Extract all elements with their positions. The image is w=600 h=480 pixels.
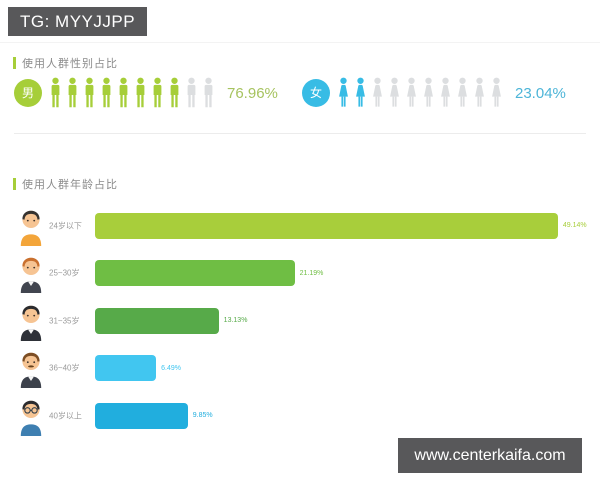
age-row: 40岁以上 9.85% — [0, 392, 600, 440]
female-icons — [337, 74, 503, 112]
female-badge: 女 — [302, 79, 330, 107]
gender-section-title-text: 使用人群性别占比 — [22, 58, 118, 70]
avatar-31-35-icon — [15, 301, 47, 341]
age-group-label: 36~40岁 — [49, 363, 80, 373]
male-person-icon — [117, 74, 130, 112]
age-percent: 49.14% — [562, 222, 587, 230]
section-marker-icon — [13, 178, 16, 190]
age-bar — [95, 307, 219, 334]
age-group-label: 31~35岁 — [49, 316, 80, 326]
gender-section-title: 使用人群性别占比 — [13, 55, 118, 71]
age-percent: 21.19% — [299, 269, 324, 277]
female-person-icon — [439, 74, 452, 112]
avatar-over-40-icon — [15, 396, 47, 436]
male-badge: 男 — [14, 79, 42, 107]
age-row: 24岁以下 49.14% — [0, 202, 600, 250]
female-person-icon — [490, 74, 503, 112]
male-person-icon — [134, 74, 147, 112]
female-person-icon — [473, 74, 486, 112]
male-person-icon — [151, 74, 164, 112]
female-person-icon — [354, 74, 367, 112]
age-section-title: 使用人群年龄占比 — [13, 176, 118, 192]
age-row: 25~30岁 21.19% — [0, 250, 600, 298]
age-bar — [95, 260, 295, 287]
female-person-icon — [456, 74, 469, 112]
male-person-icon — [185, 74, 198, 112]
female-group: 女 23.04% — [302, 73, 566, 113]
age-percent: 13.13% — [223, 317, 248, 325]
female-person-icon — [337, 74, 350, 112]
avatar-25-30-icon — [15, 253, 47, 294]
male-percent: 76.96% — [227, 84, 278, 102]
male-group: 男 76.96% — [14, 73, 278, 113]
male-person-icon — [202, 74, 215, 112]
age-row: 31~35岁 13.13% — [0, 297, 600, 345]
female-percent: 23.04% — [515, 84, 566, 102]
age-group-label: 40岁以上 — [49, 411, 82, 421]
avatar-under-24-icon — [15, 206, 47, 246]
age-bar — [95, 402, 188, 429]
male-person-icon — [83, 74, 96, 112]
male-person-icon — [100, 74, 113, 112]
male-person-icon — [66, 74, 79, 112]
age-chart: 24岁以下 49.14% 25~30岁 21.19% — [0, 202, 600, 440]
age-group-label: 25~30岁 — [49, 268, 80, 278]
age-bar — [95, 212, 558, 239]
watermark-text: www.centerkaifa.com — [414, 447, 566, 464]
avatar-36-40-icon — [15, 348, 47, 389]
male-person-icon — [168, 74, 181, 112]
female-person-icon — [422, 74, 435, 112]
male-person-icon — [49, 74, 62, 112]
section-marker-icon — [13, 57, 16, 69]
male-icons — [49, 74, 215, 112]
female-person-icon — [405, 74, 418, 112]
header-badge-text: TG: MYYJJPP — [20, 12, 136, 31]
age-section-title-text: 使用人群年龄占比 — [22, 179, 118, 191]
female-person-icon — [388, 74, 401, 112]
age-bar — [95, 355, 157, 382]
age-row: 36~40岁 6.49% — [0, 345, 600, 393]
female-person-icon — [371, 74, 384, 112]
age-percent: 6.49% — [161, 364, 181, 372]
header-divider — [0, 42, 600, 43]
header-badge: TG: MYYJJPP — [8, 7, 148, 36]
age-group-label: 24岁以下 — [49, 221, 82, 231]
age-percent: 9.85% — [192, 412, 213, 420]
section-divider — [14, 133, 586, 134]
watermark: www.centerkaifa.com — [398, 438, 582, 473]
